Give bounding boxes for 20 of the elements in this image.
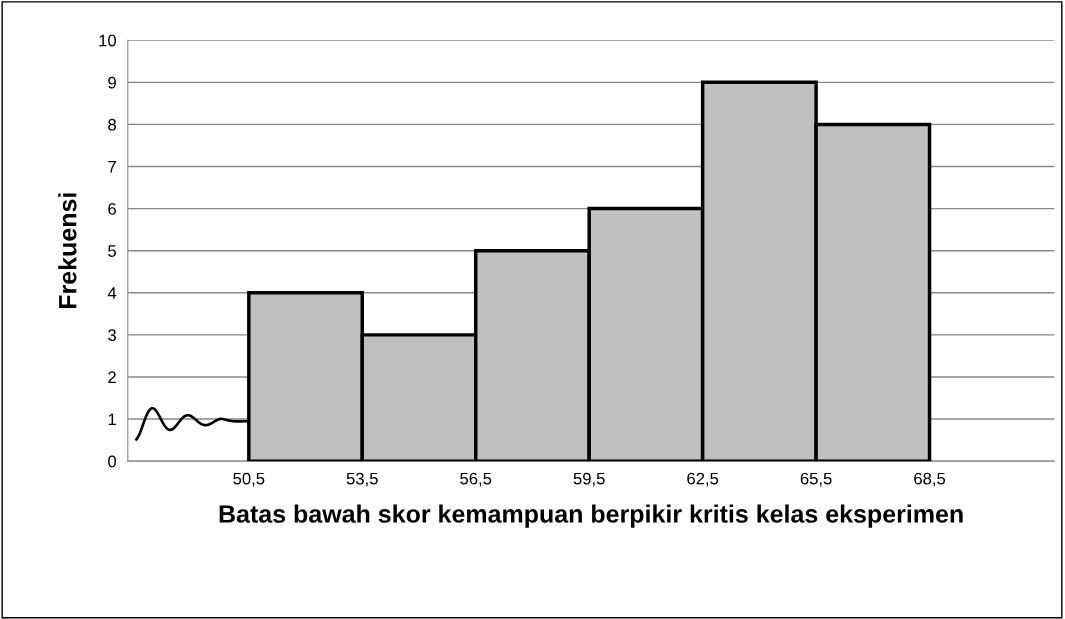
- x-axis-title: Batas bawah skor kemampuan berpikir kritis kelas eksperimen: [219, 504, 963, 528]
- x-tick-label: 62,5: [687, 472, 719, 487]
- y-tick-label: 10: [99, 34, 117, 47]
- y-tick-label: 2: [108, 371, 116, 384]
- y-tick-label: 8: [108, 118, 116, 131]
- y-tick-label: 7: [108, 161, 116, 173]
- x-tick-label: 59,5: [573, 472, 605, 487]
- y-tick-label: 0: [108, 455, 117, 468]
- y-tick-label: 1: [108, 413, 116, 426]
- y-tick-label: 6: [108, 203, 116, 215]
- x-tick-label: 65,5: [800, 472, 832, 487]
- x-tick-label: 56,5: [460, 472, 492, 487]
- x-tick-label: 50,5: [233, 472, 265, 487]
- y-tick-label: 3: [108, 329, 116, 342]
- y-tick-label: 4: [107, 287, 117, 299]
- y-axis-title: Frekuensi: [58, 193, 77, 309]
- x-tick-label: 53,5: [346, 472, 378, 487]
- x-tick-label: 68,5: [914, 472, 946, 487]
- y-tick-label: 5: [108, 245, 116, 257]
- y-tick-label: 9: [108, 76, 116, 89]
